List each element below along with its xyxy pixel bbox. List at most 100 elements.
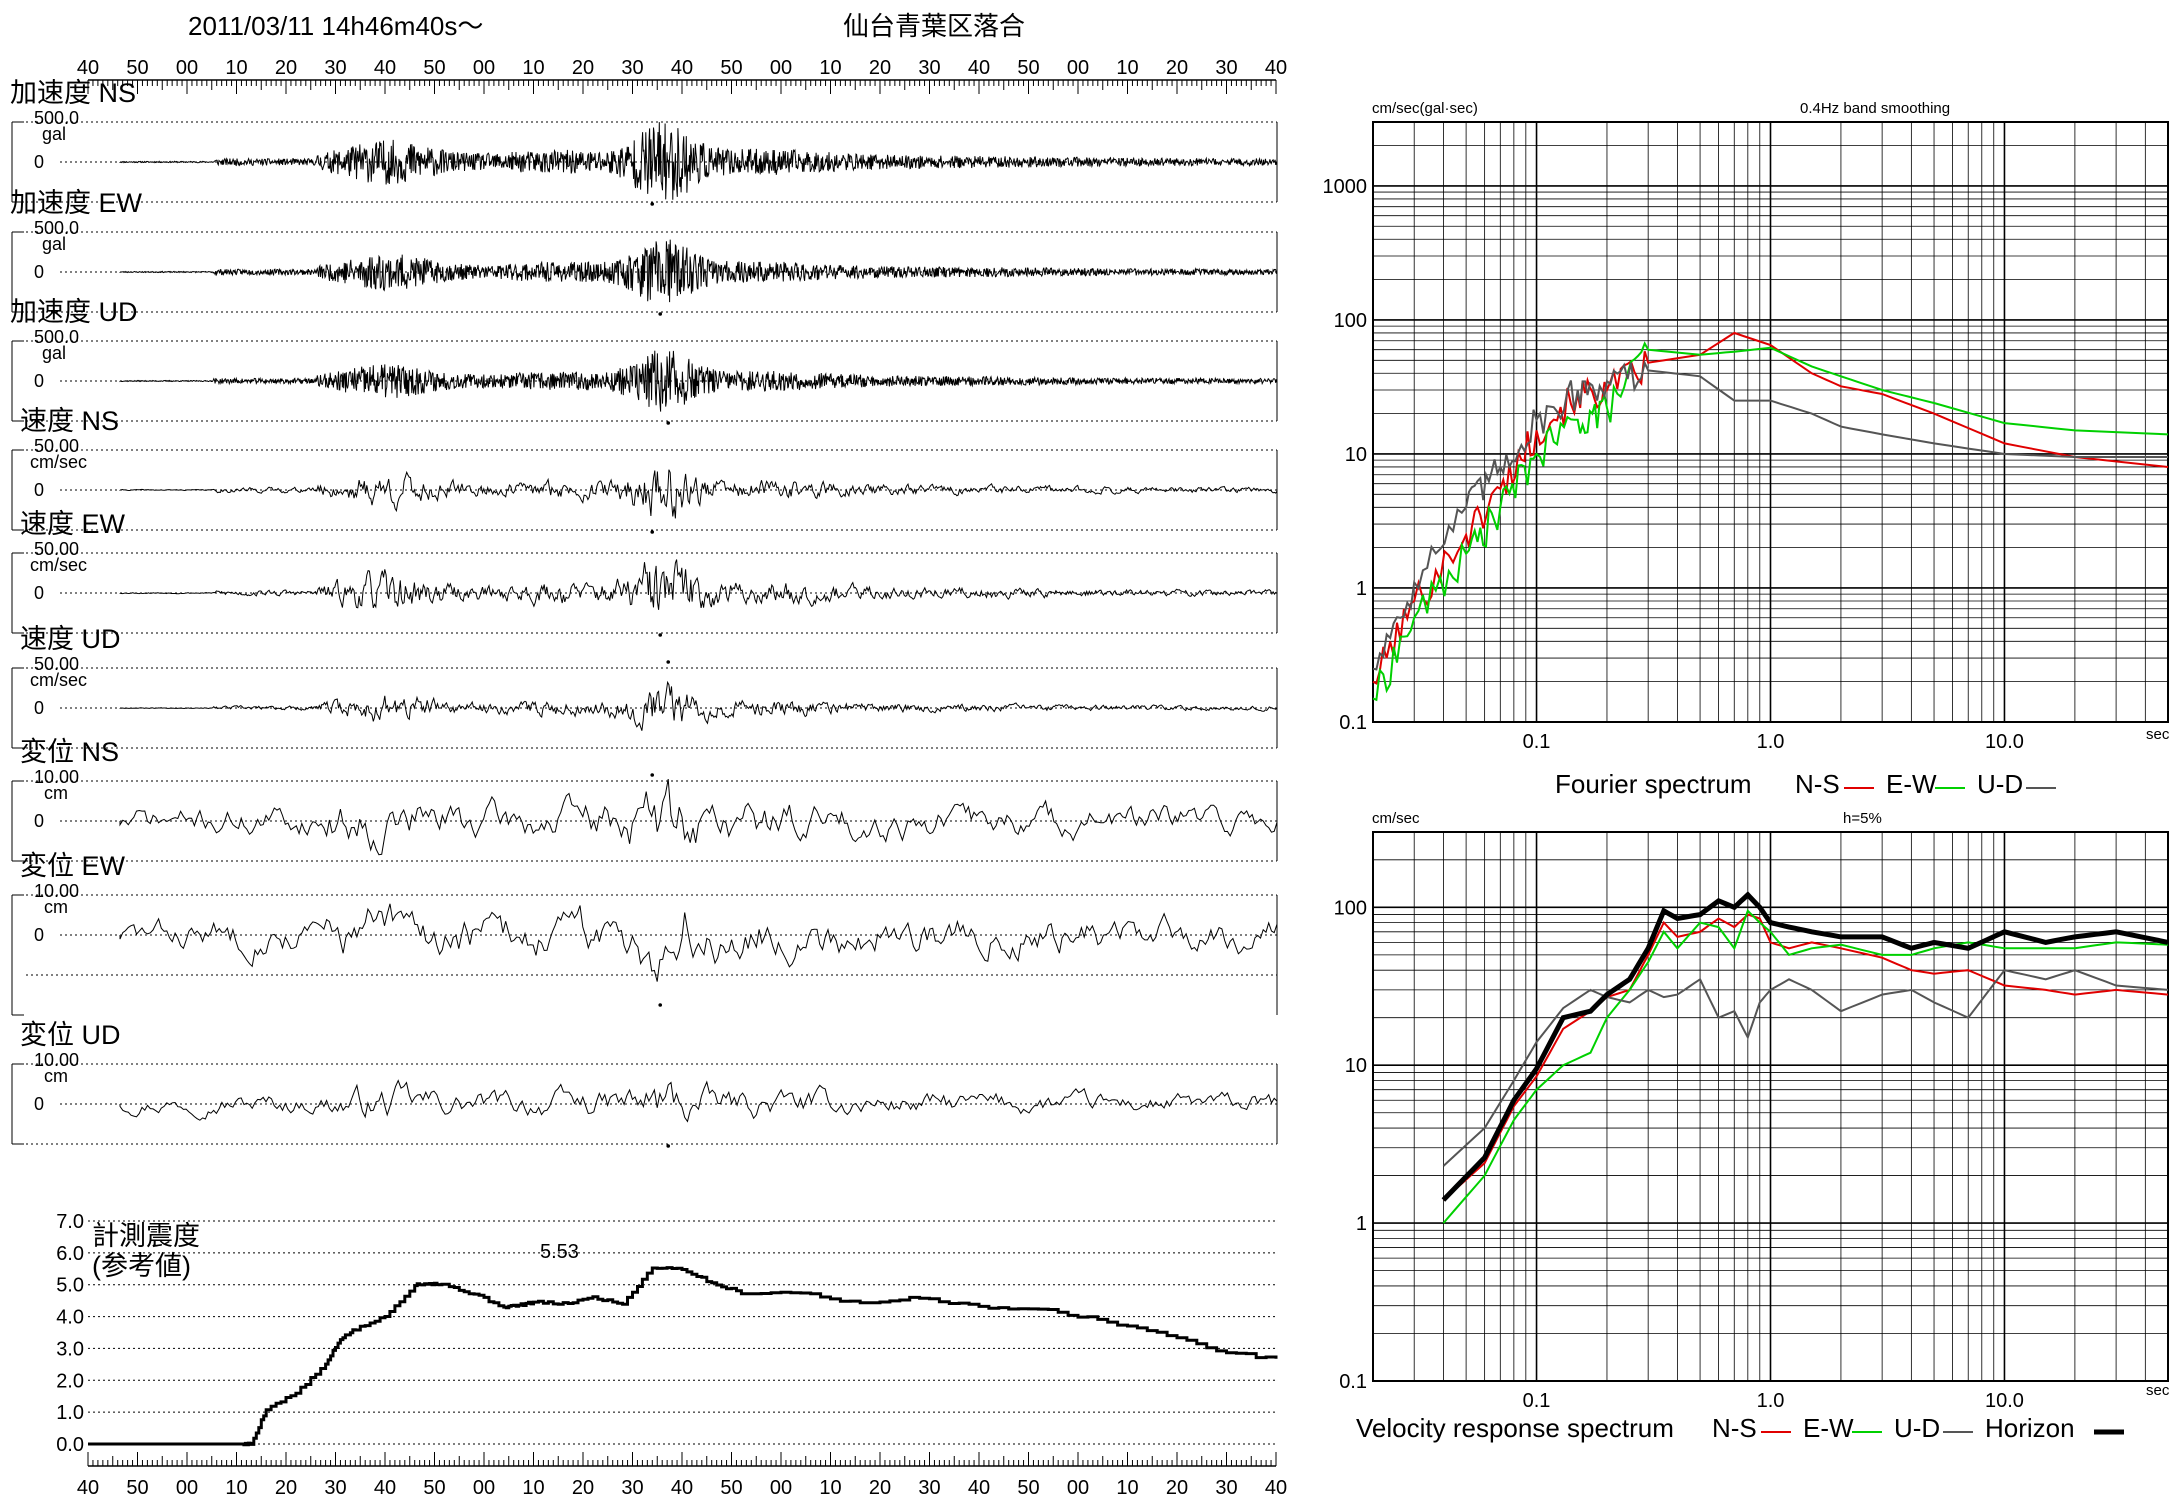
time-axis-bottom-tick-label: 40 <box>671 1477 693 1499</box>
intensity-panel: 計測震度 (参考値) 5.53 7.06.05.04.03.02.01.00.0 <box>56 1211 1276 1456</box>
waveform-trace <box>120 351 1277 412</box>
waveform-unit: cm/sec <box>30 555 87 575</box>
time-axis-bottom-tick-label: 30 <box>621 1477 643 1499</box>
waveform-unit: cm/sec <box>30 452 87 472</box>
waveform-peak-marker <box>658 633 662 637</box>
time-axis-top-tick-label: 10 <box>225 57 247 79</box>
waveform-label: 加速度 EW <box>10 188 143 218</box>
waveform-unit: cm <box>44 897 68 917</box>
fourier-caption: Fourier spectrum <box>1555 769 1752 799</box>
waveform-peak-marker <box>650 202 654 206</box>
intensity-y-tick: 1.0 <box>56 1402 84 1424</box>
response-x-tick: 1.0 <box>1757 1390 1785 1412</box>
waveform-unit: gal <box>42 234 66 254</box>
waveform-zero: 0 <box>34 371 44 391</box>
response-y-tick: 0.1 <box>1339 1371 1367 1393</box>
time-axis-top-tick-label: 20 <box>275 57 297 79</box>
waveform-trace <box>120 682 1277 730</box>
response-x-unit: sec <box>2146 1382 2170 1399</box>
waveform-label: 速度 NS <box>20 406 119 436</box>
waveform-trace <box>120 560 1277 610</box>
event-datetime: 2011/03/11 14h46m40s～ <box>188 11 483 41</box>
response-legend-label: E-W <box>1803 1413 1854 1443</box>
intensity-label: 計測震度 <box>92 1221 200 1251</box>
response-y-tick: 1 <box>1356 1213 1367 1235</box>
fourier-x-tick: 0.1 <box>1523 731 1551 753</box>
response-x-tick: 10.0 <box>1985 1390 2024 1412</box>
response-legend-label: Horizon <box>1985 1413 2075 1443</box>
time-axis-bottom-tick-label: 40 <box>1265 1477 1287 1499</box>
response-x-tick: 0.1 <box>1523 1390 1551 1412</box>
time-axis-bottom-tick-label: 00 <box>176 1477 198 1499</box>
waveform-peak-marker <box>658 1003 662 1007</box>
time-axis-bottom-tick-label: 20 <box>1166 1477 1188 1499</box>
waveform-peak-marker <box>666 1144 670 1148</box>
waveform-zero: 0 <box>34 698 44 718</box>
time-axis-bottom-tick-label: 10 <box>225 1477 247 1499</box>
fourier-y-tick: 1000 <box>1323 176 1368 198</box>
intensity-y-tick: 2.0 <box>56 1370 84 1392</box>
waveform-unit: cm <box>44 1066 68 1086</box>
waveform-peak-marker <box>650 773 654 777</box>
fourier-x-unit: sec <box>2146 726 2170 743</box>
waveform-label: 速度 UD <box>20 624 121 654</box>
time-axis-bottom-tick-label: 00 <box>1067 1477 1089 1499</box>
intensity-peak-label: 5.53 <box>540 1241 579 1263</box>
time-axis-top-tick-label: 50 <box>1017 57 1039 79</box>
time-axis-bottom-tick-label: 10 <box>522 1477 544 1499</box>
waveform-label: 変位 EW <box>20 851 126 881</box>
response-y-tick: 100 <box>1334 897 1367 919</box>
intensity-y-tick: 0.0 <box>56 1434 84 1456</box>
intensity-y-tick: 6.0 <box>56 1243 84 1265</box>
time-axis-top-tick-label: 10 <box>1116 57 1138 79</box>
fourier-spectrum-chart: cm/sec(gal·sec) 0.4Hz band smoothing sec… <box>1323 100 2170 799</box>
time-axis-top-tick-label: 30 <box>621 57 643 79</box>
waveform-peak-marker <box>650 530 654 534</box>
waveform-trace <box>120 122 1277 200</box>
waveform-unit: cm/sec <box>30 670 87 690</box>
waveform-unit: gal <box>42 343 66 363</box>
waveform-peak-marker <box>666 421 670 425</box>
intensity-y-tick: 7.0 <box>56 1211 84 1233</box>
response-legend-label: N-S <box>1712 1413 1757 1443</box>
waveform-zero: 0 <box>34 811 44 831</box>
intensity-y-tick: 3.0 <box>56 1338 84 1360</box>
waveform-label: 変位 NS <box>20 737 119 767</box>
time-axis-top-tick-label: 30 <box>324 57 346 79</box>
response-note: h=5% <box>1843 810 1882 827</box>
time-axis-top-tick-label: 40 <box>671 57 693 79</box>
waveform-unit: cm <box>44 783 68 803</box>
time-axis-top-tick-label: 30 <box>1215 57 1237 79</box>
fourier-ylabel: cm/sec(gal·sec) <box>1372 100 1478 117</box>
velocity-response-chart: cm/sec h=5% sec Velocity response spectr… <box>1334 810 2170 1443</box>
time-axis-bottom-tick-label: 40 <box>968 1477 990 1499</box>
fourier-legend-label: E-W <box>1886 769 1937 799</box>
response-y-tick: 10 <box>1345 1055 1367 1077</box>
fourier-y-tick: 10 <box>1345 444 1367 466</box>
time-axis-bottom-tick-label: 30 <box>1215 1477 1237 1499</box>
waveform-zero: 0 <box>34 480 44 500</box>
waveform-peak-marker <box>666 660 670 664</box>
time-axis-top-tick-label: 10 <box>819 57 841 79</box>
intensity-y-tick: 5.0 <box>56 1275 84 1297</box>
time-axis-bottom-tick-label: 20 <box>869 1477 891 1499</box>
waveform-trace <box>120 779 1277 855</box>
waveform-trace <box>120 470 1277 519</box>
waveform-label: 速度 EW <box>20 509 126 539</box>
waveform-zero: 0 <box>34 262 44 282</box>
fourier-x-tick: 1.0 <box>1757 731 1785 753</box>
time-axis-bottom-tick-label: 00 <box>770 1477 792 1499</box>
station-name: 仙台青葉区落合 <box>843 11 1025 41</box>
time-axis-bottom-tick-label: 40 <box>374 1477 396 1499</box>
